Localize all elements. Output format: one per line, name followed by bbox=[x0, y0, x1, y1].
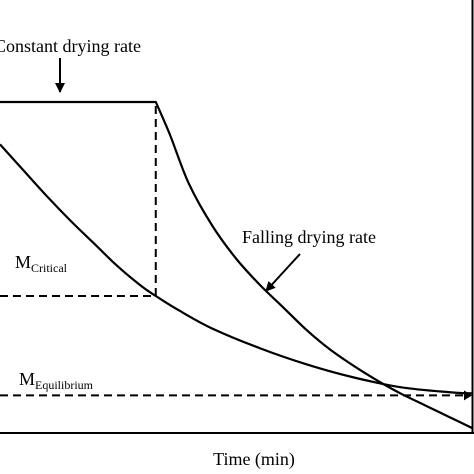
critical-label-base: M bbox=[15, 252, 31, 272]
critical-label: MCritical bbox=[15, 252, 68, 275]
equilibrium-label-sub: Equilibrium bbox=[35, 378, 94, 392]
equilibrium-label: MEquilibrium bbox=[19, 369, 94, 392]
x-axis-label: Time (min) bbox=[213, 449, 295, 470]
falling-rate-label: Falling drying rate bbox=[242, 227, 376, 247]
moisture-content-curve bbox=[0, 143, 473, 395]
constant-rate-label: Constant drying rate bbox=[0, 36, 141, 56]
critical-label-sub: Critical bbox=[31, 261, 68, 275]
falling-rate-arrow bbox=[265, 253, 301, 292]
drying-rate-curve bbox=[0, 100, 473, 429]
equilibrium-end-marker bbox=[464, 390, 472, 401]
equilibrium-label-base: M bbox=[19, 369, 35, 389]
